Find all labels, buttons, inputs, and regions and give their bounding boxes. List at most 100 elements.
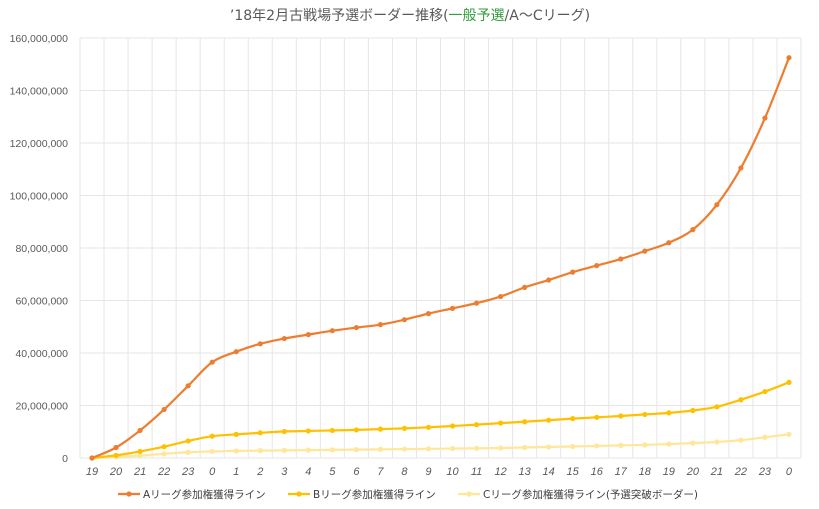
data-point bbox=[257, 430, 263, 436]
y-tick-label: 160,000,000 bbox=[10, 33, 69, 45]
gridlines bbox=[79, 37, 802, 459]
series-2 bbox=[89, 379, 792, 461]
x-tick-label: 6 bbox=[353, 466, 360, 478]
data-point bbox=[762, 434, 768, 440]
data-point bbox=[762, 388, 768, 395]
x-tick-label: 3 bbox=[281, 466, 288, 478]
series-1 bbox=[89, 55, 792, 461]
data-point bbox=[137, 453, 143, 459]
data-point bbox=[329, 447, 335, 453]
data-point bbox=[666, 441, 672, 447]
data-point bbox=[618, 413, 624, 419]
data-point bbox=[281, 428, 287, 435]
y-tick-label: 40,000,000 bbox=[15, 348, 68, 360]
x-tick-label: 11 bbox=[471, 466, 482, 478]
x-tick-label: 13 bbox=[518, 466, 531, 478]
data-point bbox=[161, 444, 167, 450]
x-tick-label: 2 bbox=[256, 466, 263, 478]
legend-label: Aリーグ参加権獲得ライン bbox=[143, 488, 266, 501]
data-point bbox=[714, 202, 720, 208]
data-point bbox=[329, 427, 335, 434]
y-tick-label: 20,000,000 bbox=[15, 401, 68, 413]
data-point bbox=[257, 341, 263, 347]
data-point bbox=[233, 349, 239, 355]
data-point bbox=[473, 445, 480, 451]
x-tick-label: 9 bbox=[425, 466, 431, 478]
data-point bbox=[738, 437, 744, 443]
x-tick-label: 20 bbox=[686, 466, 700, 478]
data-point bbox=[425, 424, 432, 430]
y-tick-label: 60,000,000 bbox=[15, 296, 68, 308]
data-point bbox=[594, 443, 600, 449]
data-point bbox=[161, 451, 167, 457]
data-point bbox=[666, 240, 672, 246]
data-point bbox=[570, 269, 576, 275]
chart-title-suffix: /A～Cリーグ) bbox=[505, 8, 591, 24]
legend-item-2: Bリーグ参加権獲得ライン bbox=[288, 488, 436, 501]
data-point bbox=[401, 446, 408, 452]
data-point bbox=[209, 448, 215, 455]
y-axis: 0 20,000,000 40,000,000 60,000,000 80,000,00… bbox=[10, 33, 69, 465]
legend-item-1: Aリーグ参加権獲得ライン bbox=[118, 488, 266, 501]
data-point bbox=[377, 446, 384, 452]
data-point bbox=[473, 300, 480, 306]
legend-item-3: Cリーグ参加権獲得ライン(予選突破ボーダー) bbox=[458, 488, 698, 501]
data-point bbox=[786, 55, 792, 61]
data-point bbox=[786, 379, 792, 385]
x-tick-label: 10 bbox=[446, 466, 459, 478]
x-tick-label: 21 bbox=[133, 466, 146, 478]
y-tick-label: 0 bbox=[62, 453, 68, 465]
series-3 bbox=[89, 431, 792, 461]
data-point bbox=[570, 443, 576, 450]
data-point bbox=[497, 293, 504, 300]
data-point bbox=[233, 431, 239, 437]
legend-label: Cリーグ参加権獲得ライン(予選突破ボーダー) bbox=[483, 488, 698, 501]
data-point bbox=[546, 277, 552, 283]
data-point bbox=[329, 328, 335, 334]
legend-label: Bリーグ参加権獲得ライン bbox=[313, 488, 436, 501]
x-tick-label: 20 bbox=[109, 466, 123, 478]
data-point bbox=[185, 438, 191, 444]
data-point bbox=[762, 115, 768, 121]
data-point bbox=[618, 256, 624, 262]
data-point bbox=[690, 227, 696, 233]
data-point bbox=[546, 444, 552, 450]
data-point bbox=[738, 165, 744, 171]
chart-title-prefix: ’18年2月古戦場予選ボーダー推移( bbox=[230, 8, 449, 24]
data-point bbox=[642, 411, 648, 418]
legend: Aリーグ参加権獲得ライン Bリーグ参加権獲得ライン Cリーグ参加権獲得ライン(予選突… bbox=[118, 488, 698, 501]
data-point bbox=[449, 423, 456, 429]
x-tick-label: 22 bbox=[157, 466, 170, 478]
data-point bbox=[714, 404, 720, 410]
data-point bbox=[522, 444, 528, 451]
data-point bbox=[113, 452, 119, 458]
x-tick-label: 22 bbox=[734, 466, 747, 478]
x-tick-label: 0 bbox=[786, 466, 793, 478]
data-point bbox=[738, 397, 744, 403]
data-point bbox=[497, 420, 504, 426]
chart-title: ’18年2月古戦場予選ボーダー推移(一般予選/A～Cリーグ) bbox=[230, 8, 590, 24]
data-point bbox=[113, 444, 119, 451]
data-point bbox=[449, 445, 456, 452]
legend-marker bbox=[126, 491, 132, 497]
x-tick-label: 19 bbox=[86, 466, 98, 478]
y-tick-label: 140,000,000 bbox=[10, 86, 69, 98]
x-tick-label: 19 bbox=[663, 466, 675, 478]
plot-area bbox=[89, 55, 792, 461]
legend-marker bbox=[296, 491, 302, 497]
data-point bbox=[642, 442, 648, 448]
x-tick-label: 5 bbox=[329, 466, 336, 478]
data-point bbox=[473, 422, 480, 428]
data-point bbox=[281, 447, 287, 453]
legend-marker bbox=[466, 491, 472, 497]
y-tick-label: 100,000,000 bbox=[10, 191, 69, 203]
data-point bbox=[546, 417, 552, 423]
data-point bbox=[137, 448, 143, 455]
data-point bbox=[497, 445, 504, 451]
data-point bbox=[570, 416, 576, 422]
data-point bbox=[305, 428, 311, 434]
data-point bbox=[401, 317, 408, 323]
data-point bbox=[594, 414, 600, 420]
data-point bbox=[666, 410, 672, 416]
data-point bbox=[305, 447, 311, 453]
